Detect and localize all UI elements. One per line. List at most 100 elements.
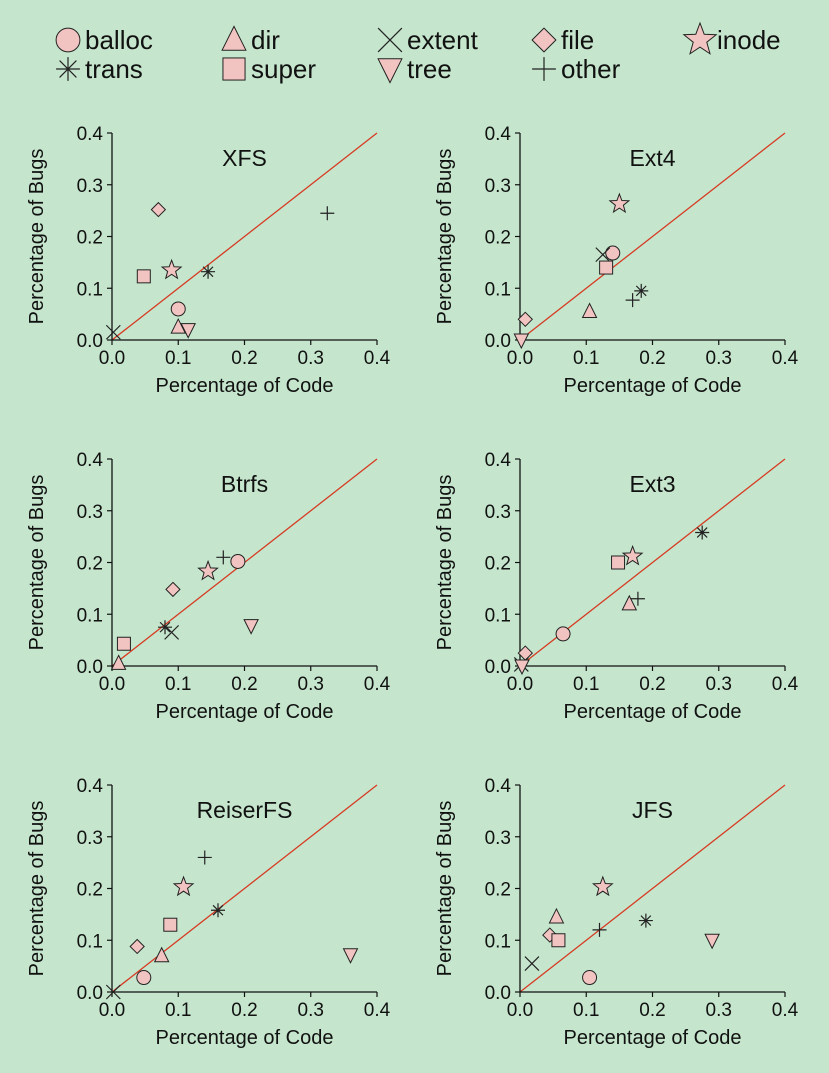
legend: balloc dir extent file inode trans super tree ot… xyxy=(55,21,781,84)
point-inode xyxy=(172,875,195,897)
panel-btrfs: 0.0 0.1 0.2 0.3 0.4 0.0 0.1 0.2 0.3 0.4 Btrfs Perce… xyxy=(26,450,391,723)
x-tick-label: 0.3 xyxy=(706,348,732,369)
point-inode xyxy=(160,258,183,280)
x-tick-label: 0.2 xyxy=(639,348,665,369)
x-tick-label: 0.0 xyxy=(507,674,533,695)
x-tick-label: 0.3 xyxy=(706,1000,732,1021)
y-tick-label: 0.1 xyxy=(77,279,103,300)
x-tick-label: 0.1 xyxy=(165,674,191,695)
diagonal-line xyxy=(111,784,378,993)
x-tick-label: 0.4 xyxy=(364,674,391,695)
point-balloc xyxy=(582,970,598,986)
y-tick-label: 0.2 xyxy=(485,554,511,575)
point-balloc xyxy=(605,245,621,261)
y-tick-label: 0.3 xyxy=(77,176,103,197)
diagonal-line xyxy=(111,132,378,341)
legend-item-inode: inode xyxy=(682,21,781,55)
super-marker xyxy=(222,57,246,81)
other-marker xyxy=(532,57,556,81)
y-tick-label: 0.1 xyxy=(77,605,103,626)
legend-item-trans: trans xyxy=(56,54,143,84)
x-tick-label: 0.2 xyxy=(639,1000,665,1021)
point-dir xyxy=(581,302,598,319)
extent-marker xyxy=(377,27,403,53)
x-tick-label: 0.2 xyxy=(231,674,257,695)
point-extent xyxy=(595,247,611,263)
y-tick-label: 0.4 xyxy=(77,450,104,471)
dir-marker xyxy=(221,25,247,51)
y-tick-label: 0.1 xyxy=(485,279,511,300)
legend-item-balloc: balloc xyxy=(55,25,153,55)
inode-marker xyxy=(682,21,718,55)
x-tick-label: 0.3 xyxy=(298,348,324,369)
panel-title: ReiserFS xyxy=(197,797,293,823)
x-tick-label: 0.0 xyxy=(507,348,533,369)
point-tree xyxy=(514,659,530,676)
point-inode xyxy=(621,544,644,566)
y-tick-label: 0.3 xyxy=(485,502,511,523)
legend-item-super: super xyxy=(222,54,316,84)
data-points xyxy=(513,192,649,350)
x-tick-label: 0.0 xyxy=(99,1000,125,1021)
data-points xyxy=(105,850,359,1000)
y-tick-label: 0.0 xyxy=(485,657,511,678)
point-inode xyxy=(608,192,631,214)
point-other xyxy=(592,922,607,937)
point-balloc xyxy=(136,970,152,986)
x-tick-label: 0.3 xyxy=(298,1000,324,1021)
x-tick-label: 0.0 xyxy=(99,348,125,369)
point-tree xyxy=(704,933,720,950)
point-dir xyxy=(153,946,170,963)
y-axis-label: Percentage of Bugs xyxy=(26,475,48,651)
x-tick-label: 0.4 xyxy=(772,348,799,369)
panel-ext4: 0.0 0.1 0.2 0.3 0.4 0.0 0.1 0.2 0.3 0.4 Ext4 Percen… xyxy=(434,124,799,397)
x-tick-label: 0.2 xyxy=(231,348,257,369)
x-tick-label: 0.1 xyxy=(165,348,191,369)
point-other xyxy=(625,293,640,308)
x-axis-label: Percentage of Code xyxy=(156,701,334,723)
x-tick-label: 0.1 xyxy=(165,1000,191,1021)
point-balloc xyxy=(555,626,571,642)
x-tick-label: 0.3 xyxy=(706,674,732,695)
point-trans xyxy=(695,525,710,540)
point-super xyxy=(136,269,151,284)
point-trans xyxy=(158,620,172,635)
panel-title: Btrfs xyxy=(221,471,268,497)
point-balloc xyxy=(170,301,186,317)
point-trans xyxy=(201,264,216,279)
point-super xyxy=(551,933,566,948)
point-other xyxy=(630,591,645,606)
y-tick-label: 0.2 xyxy=(485,228,511,249)
y-tick-label: 0.4 xyxy=(77,124,104,145)
y-tick-label: 0.2 xyxy=(485,880,511,901)
legend-label-extent: extent xyxy=(407,25,479,55)
panel-xfs: 0.0 0.1 0.2 0.3 0.4 0.0 0.1 0.2 0.3 0.4 XFS Percent… xyxy=(26,124,391,397)
point-super xyxy=(163,917,178,932)
x-axis-label: Percentage of Code xyxy=(564,1027,742,1049)
point-extent xyxy=(105,984,121,1000)
y-axis-label: Percentage of Bugs xyxy=(26,149,48,325)
point-super xyxy=(599,260,614,275)
point-extent xyxy=(105,324,121,340)
y-tick-label: 0.4 xyxy=(77,776,104,797)
x-tick-label: 0.4 xyxy=(364,348,391,369)
x-tick-label: 0.4 xyxy=(772,674,799,695)
legend-label-file: file xyxy=(561,25,594,55)
y-tick-label: 0.4 xyxy=(485,450,512,471)
y-axis-label: Percentage of Bugs xyxy=(434,149,456,325)
panel-ext3: 0.0 0.1 0.2 0.3 0.4 0.0 0.1 0.2 0.3 0.4 Ext3 Percen… xyxy=(434,450,799,723)
x-tick-label: 0.3 xyxy=(298,674,324,695)
point-inode xyxy=(591,875,614,897)
legend-label-tree: tree xyxy=(407,54,452,84)
data-points xyxy=(105,201,335,340)
y-tick-label: 0.1 xyxy=(485,931,511,952)
y-tick-label: 0.2 xyxy=(77,554,103,575)
point-other xyxy=(197,850,212,865)
legend-label-dir: dir xyxy=(251,25,280,55)
diagonal-line xyxy=(519,784,786,993)
y-tick-label: 0.3 xyxy=(485,828,511,849)
x-tick-label: 0.2 xyxy=(231,1000,257,1021)
x-axis-label: Percentage of Code xyxy=(564,375,742,397)
point-super xyxy=(116,636,131,651)
